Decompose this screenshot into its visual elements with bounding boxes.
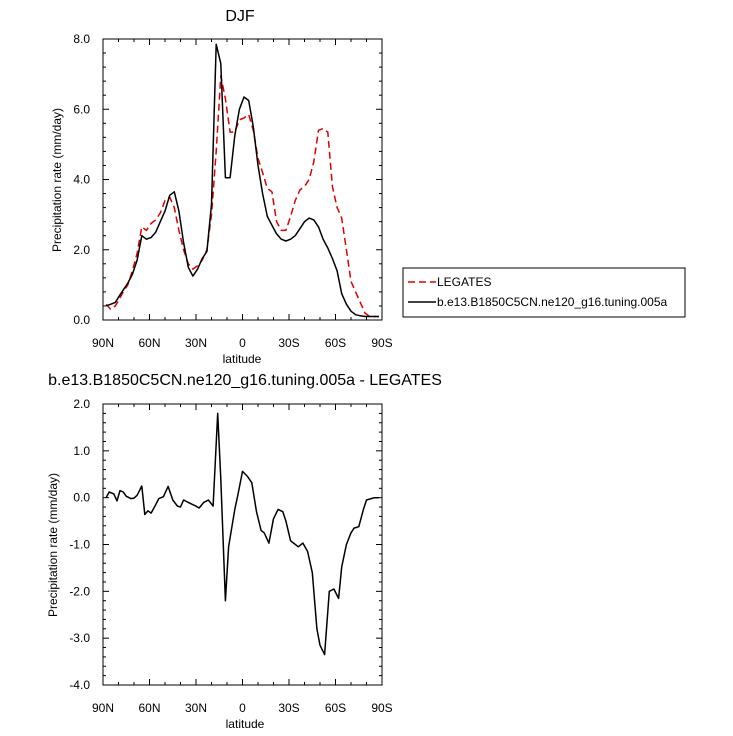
y-tick-label: 0.0 (73, 313, 90, 327)
x-tick-label: 30N (185, 701, 207, 715)
x-tick-label: 90S (371, 701, 392, 715)
y-tick-label: 2.0 (73, 243, 90, 257)
legend-label-model: b.e13.B1850C5CN.ne120_g16.tuning.005a (437, 295, 668, 309)
top-panel: DJF 90N 60N 30N 0 30S 60S 90S 0.0 2.0 4.0 6.0 8.0 l… (50, 8, 686, 366)
top-legend: LEGATES b.e13.B1850C5CN.ne120_g16.tuning… (402, 267, 686, 318)
y-tick-label: 0.0 (73, 491, 90, 505)
x-tick-label: 0 (239, 336, 246, 350)
bottom-y-axis-label: Precipitation rate (mm/day) (46, 473, 60, 617)
y-tick-label: -3.0 (69, 631, 90, 645)
bottom-chart-title: b.e13.B1850C5CN.ne120_g16.tuning.005a - … (48, 372, 442, 389)
series-line-0-1 (105, 43, 379, 318)
bottom-panel: b.e13.B1850C5CN.ne120_g16.tuning.005a - … (46, 372, 442, 731)
x-tick-label: 60N (138, 701, 160, 715)
x-tick-label: 0 (239, 701, 246, 715)
top-chart-title: DJF (225, 8, 255, 25)
x-tick-label: 30S (278, 336, 299, 350)
bottom-x-axis-label: latitude (226, 717, 265, 731)
bottom-axes-ticks: 90N 60N 30N 0 30S 60S 90S -4.0 -3.0 -2.0 -1.0 0.0 1.… (69, 397, 392, 715)
y-tick-label: 8.0 (73, 32, 90, 46)
top-plot-frame (102, 38, 383, 321)
x-tick-label: 30S (278, 701, 299, 715)
bottom-plot-frame (102, 403, 383, 686)
x-tick-label: 90S (371, 336, 392, 350)
top-series-layer (105, 43, 379, 318)
series-line-0-0 (105, 75, 379, 318)
legend-box (402, 267, 686, 318)
top-y-axis-label: Precipitation rate (mm/day) (50, 108, 64, 252)
x-tick-label: 30N (185, 336, 207, 350)
y-tick-label: -1.0 (69, 538, 90, 552)
x-tick-label: 60S (325, 701, 346, 715)
y-tick-label: -2.0 (69, 584, 90, 598)
y-tick-label: 6.0 (73, 102, 90, 116)
y-tick-label: 4.0 (73, 173, 90, 187)
y-tick-label: 2.0 (73, 397, 90, 411)
top-axes-ticks: 90N 60N 30N 0 30S 60S 90S 0.0 2.0 4.0 6.0 8.0 (73, 32, 392, 350)
top-x-axis-label: latitude (223, 352, 262, 366)
y-tick-label: 1.0 (73, 444, 90, 458)
x-tick-label: 60S (325, 336, 346, 350)
x-tick-label: 60N (138, 336, 160, 350)
legend-label-legates: LEGATES (437, 275, 491, 289)
x-tick-label: 90N (92, 701, 114, 715)
y-tick-label: -4.0 (69, 678, 90, 692)
series-line-1-0 (105, 412, 379, 656)
x-tick-label: 90N (92, 336, 114, 350)
bottom-series-layer (105, 412, 379, 656)
